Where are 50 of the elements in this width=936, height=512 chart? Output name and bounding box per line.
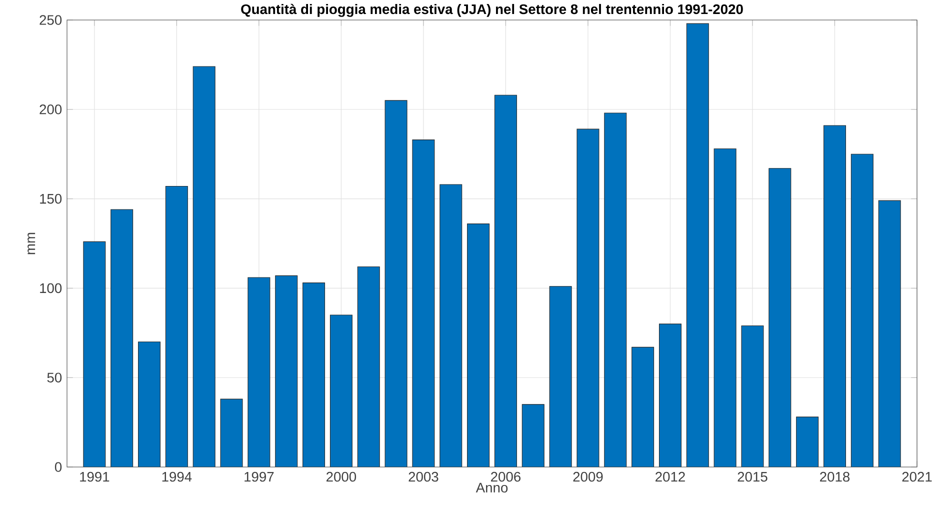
bar [796,416,818,467]
bar [768,168,791,467]
bar [522,404,544,467]
bar [385,100,408,467]
bar [83,242,106,467]
bar [742,326,764,467]
x-tick-label: 2003 [408,472,438,482]
y-tick-label: 50 [47,372,62,382]
bar [878,200,901,467]
bar [220,399,242,467]
x-tick-label: 1997 [244,472,274,482]
bar [358,266,380,467]
bar [659,324,682,467]
x-tick-label: 1991 [80,472,110,482]
bar [110,210,133,467]
bar [412,140,434,467]
x-tick-label: 2018 [820,472,850,482]
x-tick-label: 2015 [738,472,768,482]
bar [577,129,599,467]
x-tick-label: 2012 [656,472,685,482]
y-axis-title: mm [28,232,36,254]
bar [604,112,626,467]
bar [193,66,216,467]
bar [550,286,572,467]
bar [302,282,325,467]
bar [851,154,874,467]
bar [440,184,462,467]
y-tick-label: 200 [40,104,62,114]
y-tick-label: 150 [40,194,62,204]
x-tick-label: 2000 [326,472,356,482]
chart-title: Quantità di pioggia media estiva (JJA) nel Settore 8 nel trentennio 1991-2020 [241,4,743,17]
x-tick-label: 2009 [573,472,603,482]
x-tick-label: 1994 [162,472,192,482]
bar [632,347,654,467]
bar [824,125,846,467]
bar [138,342,160,467]
bar [686,24,709,467]
bar [248,277,270,467]
y-tick-label: 250 [40,15,62,25]
y-tick-label: 0 [54,462,62,472]
bar [275,276,298,467]
bar [494,95,517,467]
bar [467,224,490,467]
bar [714,148,736,467]
x-tick-label: 2021 [902,472,932,482]
bar [330,315,352,467]
bar [166,186,188,467]
x-axis-title: Anno [476,482,508,493]
x-tick-label: 2006 [491,472,520,482]
y-tick-label: 100 [40,283,62,294]
